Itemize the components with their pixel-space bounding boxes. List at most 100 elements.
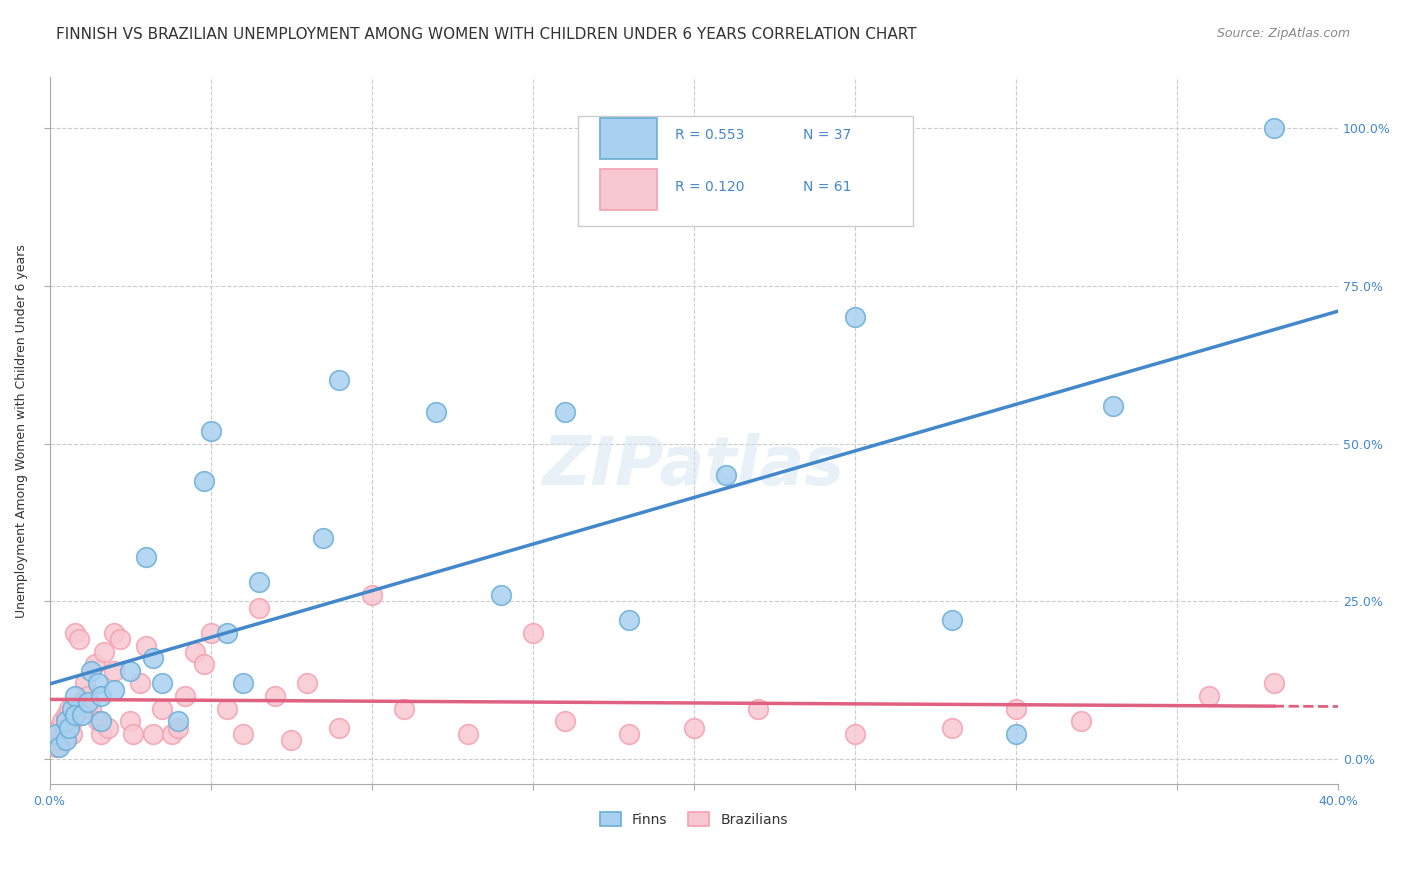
Point [247,600,270,615]
Point [70,695,93,709]
Point [747,701,769,715]
Point [1198,689,1220,703]
Point [844,310,866,325]
Point [93,645,115,659]
Point [120,664,142,678]
Text: R = 0.120: R = 0.120 [675,180,744,194]
Text: N = 61: N = 61 [803,180,852,194]
Point [167,714,190,729]
Point [1263,120,1285,135]
Point [215,701,238,715]
Point [55,733,77,747]
Point [70,708,93,723]
Point [55,727,77,741]
Point [457,727,479,741]
Point [1070,714,1092,729]
Point [215,626,238,640]
FancyBboxPatch shape [600,169,657,211]
Point [87,676,110,690]
Point [45,739,67,754]
Point [77,689,100,703]
Point [1005,701,1028,715]
Point [844,727,866,741]
Point [51,733,73,747]
Point [128,676,150,690]
Point [60,727,83,741]
Text: ZIPatlas: ZIPatlas [543,434,845,500]
Point [619,727,641,741]
Point [110,632,132,647]
Point [280,733,302,747]
Point [65,708,87,723]
Point [48,739,70,754]
Point [264,689,287,703]
Point [135,639,157,653]
Point [1263,676,1285,690]
Point [60,714,83,729]
Point [42,727,65,741]
Point [193,475,215,489]
Point [65,708,87,723]
Point [103,664,125,678]
Y-axis label: Unemployment Among Women with Children Under 6 years: Unemployment Among Women with Children U… [15,244,28,618]
Point [90,714,112,729]
Point [142,651,165,665]
Point [360,588,382,602]
Text: Source: ZipAtlas.com: Source: ZipAtlas.com [1216,27,1350,40]
Point [328,721,350,735]
Point [80,701,103,715]
Point [522,626,544,640]
Point [60,701,83,715]
Point [392,701,415,715]
Point [58,701,80,715]
Point [120,714,142,729]
Point [103,682,125,697]
Point [77,695,100,709]
Point [554,714,576,729]
Point [70,701,93,715]
Point [58,721,80,735]
Point [1005,727,1028,741]
Point [1101,399,1123,413]
Point [489,588,512,602]
Point [247,575,270,590]
Point [103,626,125,640]
Point [90,727,112,741]
Point [55,708,77,723]
Point [312,531,335,545]
Point [328,373,350,387]
Text: R = 0.553: R = 0.553 [675,128,744,143]
Point [67,632,90,647]
Text: N = 37: N = 37 [803,128,852,143]
Point [232,676,254,690]
Point [683,721,706,735]
Point [425,405,447,419]
Point [48,733,70,747]
Point [193,657,215,672]
Point [83,657,105,672]
Point [80,664,103,678]
Text: FINNISH VS BRAZILIAN UNEMPLOYMENT AMONG WOMEN WITH CHILDREN UNDER 6 YEARS CORREL: FINNISH VS BRAZILIAN UNEMPLOYMENT AMONG … [56,27,917,42]
FancyBboxPatch shape [578,116,912,226]
Point [200,626,222,640]
Point [135,550,157,565]
Point [167,721,190,735]
Point [160,727,183,741]
FancyBboxPatch shape [600,118,657,159]
Point [51,714,73,729]
Point [232,727,254,741]
Legend: Finns, Brazilians: Finns, Brazilians [593,805,794,834]
Point [714,468,737,483]
Point [65,689,87,703]
Point [96,721,118,735]
Point [941,613,963,627]
Point [150,676,173,690]
Point [73,676,96,690]
Point [122,727,145,741]
Point [554,405,576,419]
Point [48,721,70,735]
Point [150,701,173,715]
Point [200,424,222,438]
Point [55,714,77,729]
Point [87,714,110,729]
